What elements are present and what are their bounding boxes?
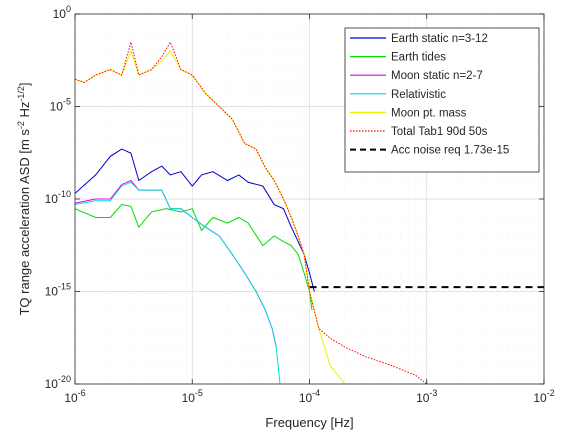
legend-label: Earth tides xyxy=(391,52,446,64)
y-axis-label: TQ range acceleration ASD [m s-2 Hz-1/2] xyxy=(16,82,32,315)
series-line-1 xyxy=(75,148,315,292)
series-line-2 xyxy=(75,204,313,311)
x-axis-label: Frequency [Hz] xyxy=(265,415,353,430)
series-line-4 xyxy=(75,181,281,384)
plot-area xyxy=(75,40,544,384)
legend-label: Relativistic xyxy=(391,89,446,101)
legend-label: Earth static n=3-12 xyxy=(391,33,488,45)
legend-label: Total Tab1 90d 50s xyxy=(391,126,488,138)
legend-box xyxy=(344,27,540,173)
legend: Earth static n=3-12 Earth tides Moon stati… xyxy=(344,27,540,173)
legend-label: Moon pt. mass xyxy=(391,107,467,119)
legend-label: Acc noise req 1.73e-15 xyxy=(391,145,509,157)
legend-label: Moon static n=2-7 xyxy=(391,70,483,82)
